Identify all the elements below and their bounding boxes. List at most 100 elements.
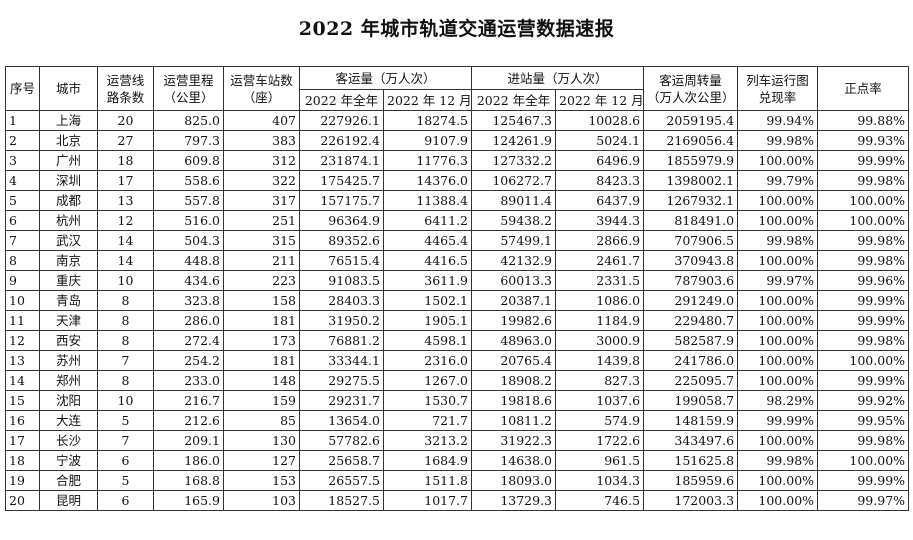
cell-entries-dec: 961.5: [555, 450, 645, 471]
cell-schedule-rate: 100.00%: [737, 350, 819, 371]
table-row: 10 青岛 8 323.8 158 28403.3 1502.1 20387.1 1086.0 2…: [5, 290, 910, 311]
cell-city: 西安: [39, 330, 98, 351]
cell-ridership-year: 76881.2: [299, 330, 384, 351]
cell-lines: 14: [97, 230, 154, 251]
cell-passenger-km: 241786.0: [643, 350, 739, 371]
cell-schedule-rate: 100.00%: [737, 310, 819, 331]
header-schedule-line2: 兑现率: [758, 89, 797, 105]
cell-entries-year: 13729.3: [471, 490, 557, 511]
cell-city: 天津: [39, 310, 98, 331]
cell-city: 广州: [39, 150, 98, 171]
cell-schedule-rate: 98.29%: [737, 390, 819, 411]
cell-ridership-dec: 9107.9: [382, 130, 473, 151]
table-row: 9 重庆 10 434.6 223 91083.5 3611.9 60013.3 2331.5 7…: [5, 270, 910, 291]
cell-ridership-year: 231874.1: [299, 150, 384, 171]
table-row: 5 成都 13 557.8 317 157175.7 11388.4 89011.4 6437.…: [5, 190, 910, 211]
table-row: 7 武汉 14 504.3 315 89352.6 4465.4 57499.1 2866.9 7…: [5, 230, 910, 251]
cell-ridership-year: 29275.5: [299, 370, 384, 391]
cell-stations: 211: [223, 250, 300, 271]
cell-schedule-rate: 100.00%: [737, 490, 819, 511]
cell-ontime-rate: 99.95%: [817, 410, 910, 431]
cell-stations: 322: [223, 170, 300, 191]
cell-stations: 103: [223, 490, 300, 511]
cell-ontime-rate: 100.00%: [817, 210, 910, 231]
cell-seq: 15: [5, 390, 40, 411]
cell-ridership-year: 76515.4: [299, 250, 384, 271]
cell-entries-dec: 10028.6: [555, 110, 645, 131]
cell-entries-year: 59438.2: [471, 210, 557, 231]
cell-ridership-year: 226192.4: [299, 130, 384, 151]
cell-city: 北京: [39, 130, 98, 151]
cell-ontime-rate: 99.92%: [817, 390, 910, 411]
table-row: 3 广州 18 609.8 312 231874.1 11776.3 127332.2 6496…: [5, 150, 910, 171]
header-pkm-line2: （万人次公里）: [647, 89, 735, 105]
cell-seq: 18: [5, 450, 40, 471]
cell-entries-dec: 746.5: [555, 490, 645, 511]
cell-schedule-rate: 100.00%: [737, 370, 819, 391]
cell-ridership-year: 33344.1: [299, 350, 384, 371]
cell-ontime-rate: 99.98%: [817, 230, 910, 251]
header-ridership-dec: 2022 年 12 月份: [382, 89, 473, 111]
cell-schedule-rate: 99.97%: [737, 270, 819, 291]
cell-city: 成都: [39, 190, 98, 211]
cell-entries-dec: 2866.9: [555, 230, 645, 251]
cell-ontime-rate: 100.00%: [817, 350, 910, 371]
header-stations-line2: （座）: [242, 89, 281, 105]
cell-stations: 148: [223, 370, 300, 391]
cell-entries-year: 20765.4: [471, 350, 557, 371]
cell-entries-dec: 3944.3: [555, 210, 645, 231]
cell-entries-dec: 1439.8: [555, 350, 645, 371]
table-row: 19 合肥 5 168.8 153 26557.5 1511.8 18093.0 1034.3 1…: [5, 470, 910, 491]
header-mileage-line1: 运营里程: [163, 72, 214, 88]
cell-mileage: 286.0: [153, 310, 224, 331]
table-row: 13 苏州 7 254.2 181 33344.1 2316.0 20765.4 1439.8 2…: [5, 350, 910, 371]
cell-seq: 17: [5, 430, 40, 451]
header-stations: 运营车站数 （座）: [223, 66, 300, 111]
cell-lines: 12: [97, 210, 154, 231]
cell-schedule-rate: 100.00%: [737, 150, 819, 171]
cell-entries-dec: 2461.7: [555, 250, 645, 271]
page-title: 2022 年城市轨道交通运营数据速报: [298, 18, 615, 40]
header-mileage: 运营里程 （公里）: [153, 66, 224, 111]
cell-ridership-dec: 4598.1: [382, 330, 473, 351]
cell-ridership-dec: 1905.1: [382, 310, 473, 331]
cell-city: 青岛: [39, 290, 98, 311]
rail-transit-data-table: 序号 城市 运营线 路条数 运营里程 （公里） 运营车站数 （座） 客运量（万人次） …: [5, 66, 910, 511]
header-lines-line1: 运营线: [106, 72, 145, 88]
header-lines: 运营线 路条数: [97, 66, 154, 111]
table-row: 12 西安 8 272.4 173 76881.2 4598.1 48963.0 3000.9 5…: [5, 330, 910, 351]
cell-ridership-year: 157175.7: [299, 190, 384, 211]
cell-mileage: 516.0: [153, 210, 224, 231]
cell-ridership-dec: 4416.5: [382, 250, 473, 271]
cell-passenger-km: 787903.6: [643, 270, 739, 291]
cell-entries-year: 18908.2: [471, 370, 557, 391]
header-pkm-line1: 客运周转量: [659, 72, 722, 88]
cell-lines: 10: [97, 270, 154, 291]
cell-entries-year: 20387.1: [471, 290, 557, 311]
cell-mileage: 504.3: [153, 230, 224, 251]
cell-city: 深圳: [39, 170, 98, 191]
cell-ridership-year: 28403.3: [299, 290, 384, 311]
header-city: 城市: [39, 66, 98, 111]
cell-entries-dec: 5024.1: [555, 130, 645, 151]
table-row: 17 长沙 7 209.1 130 57782.6 3213.2 31922.3 1722.6 3…: [5, 430, 910, 451]
cell-seq: 16: [5, 410, 40, 431]
cell-ridership-dec: 3611.9: [382, 270, 473, 291]
cell-stations: 223: [223, 270, 300, 291]
table-row: 6 杭州 12 516.0 251 96364.9 6411.2 59438.2 3944.3 8…: [5, 210, 910, 231]
cell-city: 沈阳: [39, 390, 98, 411]
cell-ontime-rate: 99.98%: [817, 250, 910, 271]
header-passenger-km: 客运周转量 （万人次公里）: [643, 66, 739, 111]
cell-seq: 6: [5, 210, 40, 231]
cell-city: 南京: [39, 250, 98, 271]
cell-entries-dec: 1184.9: [555, 310, 645, 331]
cell-entries-year: 57499.1: [471, 230, 557, 251]
cell-entries-year: 31922.3: [471, 430, 557, 451]
table-row: 1 上海 20 825.0 407 227926.1 18274.5 125467.3 1002…: [5, 110, 910, 131]
cell-ridership-dec: 3213.2: [382, 430, 473, 451]
cell-schedule-rate: 100.00%: [737, 250, 819, 271]
cell-lines: 6: [97, 490, 154, 511]
cell-entries-year: 19818.6: [471, 390, 557, 411]
cell-ontime-rate: 99.96%: [817, 270, 910, 291]
cell-seq: 9: [5, 270, 40, 291]
